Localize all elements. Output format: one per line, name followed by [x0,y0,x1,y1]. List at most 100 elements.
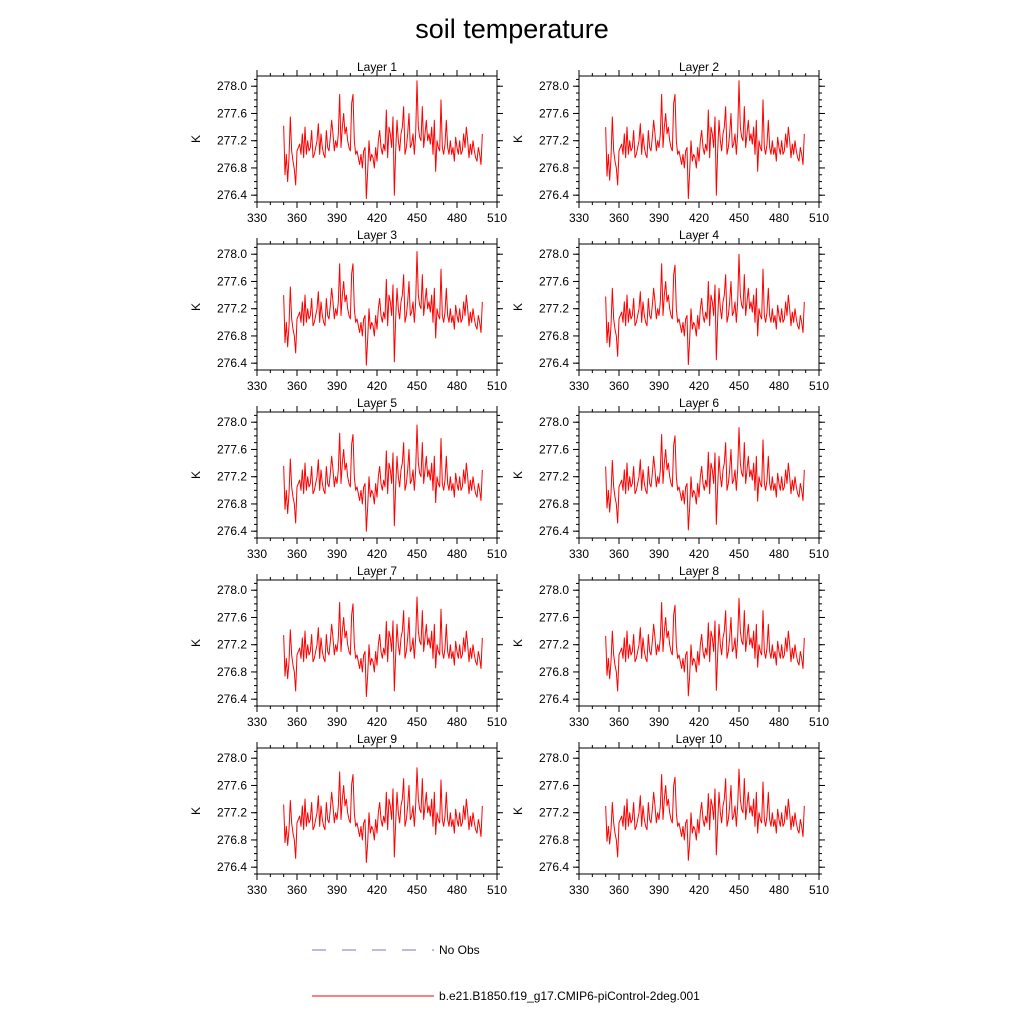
x-tick-label: 390 [649,547,669,561]
panel-layer-7: Layer 7 330 360 390 420 450 480 510 276.4 276.8 27… [189,564,507,729]
panel-title: Layer 8 [679,564,719,578]
y-tick-label: 277.2 [217,302,247,316]
x-tick-label: 510 [809,211,829,225]
x-tick-label: 330 [247,883,267,897]
panel-title: Layer 4 [679,228,719,242]
legend-label-1: No Obs [439,943,480,957]
y-tick-label: 278.0 [217,415,247,429]
y-axis-label: K [511,303,525,311]
y-tick-label: 276.8 [539,161,569,175]
x-tick-label: 390 [327,211,347,225]
x-tick-label: 420 [367,883,387,897]
legend: No Obs b.e21.B1850.f19_g17.CMIP6-piContro… [312,943,700,1003]
y-tick-label: 276.4 [539,188,569,202]
x-tick-label: 420 [367,547,387,561]
y-tick-label: 276.4 [539,692,569,706]
x-tick-label: 510 [809,715,829,729]
panel-frame [578,579,820,707]
y-tick-label: 277.2 [539,302,569,316]
x-tick-label: 510 [809,883,829,897]
x-tick-label: 510 [809,379,829,393]
y-tick-label: 278.0 [539,247,569,261]
y-axis-label: K [189,471,203,479]
y-tick-label: 278.0 [217,247,247,261]
x-tick-label: 510 [809,547,829,561]
x-tick-label: 420 [689,883,709,897]
x-tick-label: 360 [287,547,307,561]
x-tick-label: 480 [769,211,789,225]
y-tick-label: 278.0 [217,583,247,597]
panel-title: Layer 5 [357,396,397,410]
y-tick-label: 277.2 [217,134,247,148]
y-tick-label: 276.8 [539,497,569,511]
x-tick-label: 510 [487,883,507,897]
x-tick-label: 330 [569,715,589,729]
x-tick-label: 360 [609,211,629,225]
panel-frame [578,243,820,371]
x-tick-label: 450 [407,883,427,897]
y-tick-label: 277.6 [539,610,569,624]
x-tick-label: 420 [367,379,387,393]
y-tick-label: 276.4 [217,188,247,202]
panel-frame [256,411,498,539]
x-tick-label: 420 [367,211,387,225]
y-tick-label: 278.0 [539,751,569,765]
x-tick-label: 480 [447,547,467,561]
y-tick-label: 277.2 [539,470,569,484]
x-tick-label: 450 [729,211,749,225]
series-line-3 [283,250,483,366]
panel-title: Layer 7 [357,564,397,578]
x-tick-label: 330 [247,547,267,561]
x-tick-label: 450 [729,883,749,897]
y-tick-label: 277.6 [217,442,247,456]
x-tick-label: 420 [689,715,709,729]
x-tick-label: 390 [649,715,669,729]
x-tick-label: 450 [407,715,427,729]
x-tick-label: 360 [609,715,629,729]
y-tick-label: 276.4 [539,860,569,874]
x-tick-label: 480 [447,715,467,729]
y-tick-label: 276.8 [217,329,247,343]
y-tick-label: 276.8 [217,497,247,511]
y-tick-label: 277.6 [217,610,247,624]
x-tick-label: 450 [407,547,427,561]
panel-title: Layer 2 [679,60,719,74]
x-tick-label: 360 [287,379,307,393]
series-line-2 [605,80,805,200]
panel-layer-5: Layer 5 330 360 390 420 450 480 510 276.4 276.8 27… [189,396,507,561]
y-tick-label: 277.6 [539,442,569,456]
y-axis-label: K [511,807,525,815]
y-tick-label: 277.6 [217,778,247,792]
y-tick-label: 277.6 [217,274,247,288]
series-line-8 [605,597,805,697]
x-tick-label: 420 [689,379,709,393]
y-tick-label: 276.8 [217,161,247,175]
series-line-7 [283,596,483,697]
series-line-10 [605,768,805,861]
y-tick-label: 276.4 [539,524,569,538]
panel-title: Layer 3 [357,228,397,242]
x-tick-label: 450 [407,379,427,393]
y-axis-label: K [511,471,525,479]
y-tick-label: 277.6 [217,106,247,120]
x-tick-label: 390 [327,715,347,729]
x-tick-label: 360 [287,715,307,729]
x-tick-label: 390 [327,547,347,561]
series-line-9 [283,767,483,863]
y-tick-label: 277.2 [539,638,569,652]
x-tick-label: 420 [689,211,709,225]
x-tick-label: 480 [447,211,467,225]
panel-frame [256,243,498,371]
panel-layer-8: Layer 8 330 360 390 420 450 480 510 276.4 276.8 27… [511,564,829,729]
x-tick-label: 510 [487,547,507,561]
x-tick-label: 510 [487,211,507,225]
figure-title: soil temperature [415,14,609,44]
panel-layer-10: Layer 10 330 360 390 420 450 480 510 276.4 276.8 2… [511,732,829,897]
x-tick-label: 420 [367,715,387,729]
x-tick-label: 480 [447,883,467,897]
y-tick-label: 276.4 [217,692,247,706]
panel-frame [578,75,820,203]
x-tick-label: 450 [729,547,749,561]
x-tick-label: 480 [769,547,789,561]
